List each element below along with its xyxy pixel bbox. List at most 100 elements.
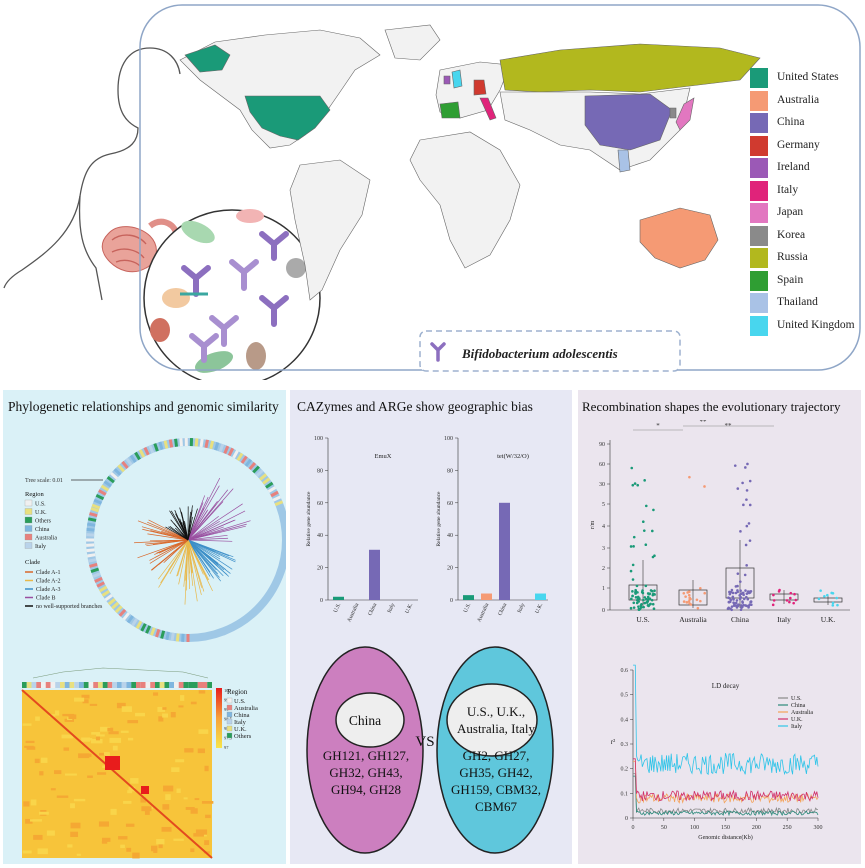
region-swatch [24, 499, 33, 507]
data-point [745, 604, 748, 608]
bar-category-label: China [367, 602, 378, 617]
ring-segment [135, 620, 143, 630]
usa-region [244, 95, 331, 141]
heat-cell [95, 736, 100, 741]
legend-label: Korea [777, 228, 806, 241]
heat-region-bar [164, 682, 170, 688]
bar-chart-ylabel: Relative gene abundance [436, 491, 442, 547]
data-point [644, 504, 648, 508]
bar [499, 502, 510, 600]
data-point [629, 545, 633, 548]
box-category-label: U.K. [821, 615, 836, 624]
y-tick-label: 3 [602, 546, 605, 552]
tree-branch [168, 539, 189, 571]
heat-region-swatch [226, 732, 233, 739]
ring-segment [158, 441, 164, 451]
heat-cell [62, 713, 75, 717]
data-point [746, 597, 750, 601]
ring-segment [131, 618, 139, 627]
y-tick-label: 0.1 [621, 791, 629, 797]
ring-segment [86, 527, 95, 532]
bar-category-label: Italy [387, 602, 397, 614]
heat-cell [197, 748, 205, 754]
tree-branch [187, 502, 204, 541]
heat-region-bar [178, 682, 184, 688]
bar [535, 593, 546, 600]
heat-cell [150, 845, 158, 852]
ring-segment [174, 438, 179, 447]
ring-segment [121, 460, 129, 469]
region-label: Others [35, 519, 52, 525]
venn-ovals [306, 646, 554, 854]
heat-cell [22, 723, 32, 726]
data-point [649, 602, 652, 606]
tree-branch [187, 539, 202, 596]
ring-segment [118, 608, 127, 617]
heat-cell [63, 747, 70, 751]
heat-cell [162, 804, 170, 810]
heat-cell [162, 713, 169, 718]
tree-branch [187, 539, 213, 592]
ld-series-line [633, 773, 818, 815]
germany-region [473, 79, 487, 96]
heat-cell [193, 833, 204, 837]
data-point [633, 482, 637, 485]
ring-segment [255, 469, 264, 477]
heat-cell [30, 799, 37, 806]
heat-region-bar [45, 682, 51, 688]
heat-cell [123, 800, 132, 804]
heat-region-label: China [234, 712, 250, 719]
tree-branch [187, 539, 190, 574]
data-point [642, 529, 646, 532]
tree-branch [147, 521, 189, 541]
heat-region-bar [150, 682, 155, 688]
legend-label: United Kingdom [777, 318, 855, 331]
ring-segment [155, 628, 161, 638]
tree-branch [175, 513, 189, 541]
tree-branch [165, 526, 189, 541]
heat-region-bar [55, 682, 60, 688]
ring-segment [87, 522, 96, 527]
ring-segment [150, 627, 156, 636]
data-point [740, 606, 744, 609]
heat-cell [120, 730, 129, 733]
data-point [734, 604, 738, 607]
ring-segment [209, 440, 215, 450]
data-point [749, 600, 752, 604]
heat-cell [184, 748, 194, 753]
top-illustration: Bifidobacterium adolescentis [3, 4, 861, 380]
heat-region-bar [102, 682, 108, 688]
heat-region-label: Italy [234, 719, 247, 726]
heat-cell [153, 850, 158, 853]
heat-region-bar [188, 682, 193, 688]
ring-segment [126, 615, 134, 624]
clade-label: Clade A-3 [36, 587, 61, 593]
box [813, 597, 843, 603]
data-point [741, 600, 744, 603]
right-group-label: U.S., U.K., Australia, Italy [448, 703, 544, 737]
data-point [653, 589, 656, 593]
data-point [746, 462, 749, 466]
heat-cell [67, 844, 73, 848]
tree-branch [157, 539, 189, 580]
heat-region-bar [207, 682, 212, 688]
bar-chart-title: EmuX [375, 453, 392, 460]
heat-cell [68, 714, 77, 720]
ring-segment [110, 471, 119, 480]
data-point [747, 590, 751, 594]
heat-region-bar [26, 682, 32, 688]
left-group-label: China [348, 713, 382, 728]
data-point [793, 592, 796, 596]
heat-cell [127, 720, 139, 724]
y-tick-label: 40 [447, 533, 453, 539]
heat-cell [26, 746, 36, 750]
legend-swatch [750, 248, 768, 268]
heat-cell [141, 806, 152, 812]
x-tick-label: 200 [752, 825, 761, 831]
data-point [726, 607, 730, 611]
data-point [650, 598, 654, 602]
data-point [728, 600, 732, 604]
bar-charts: 0 20 40 60 80 100 EmuX Relative gene abundance U… [306, 436, 548, 623]
heat-cell [165, 794, 171, 801]
legend-swatch [750, 113, 768, 133]
